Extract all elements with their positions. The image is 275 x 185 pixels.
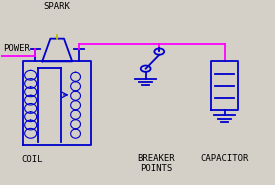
Text: POWER: POWER xyxy=(3,44,30,53)
Text: BREAKER
POINTS: BREAKER POINTS xyxy=(138,154,175,173)
Text: COIL: COIL xyxy=(22,155,43,164)
Text: CAPACITOR: CAPACITOR xyxy=(200,154,249,163)
Text: SPARK: SPARK xyxy=(44,2,71,11)
